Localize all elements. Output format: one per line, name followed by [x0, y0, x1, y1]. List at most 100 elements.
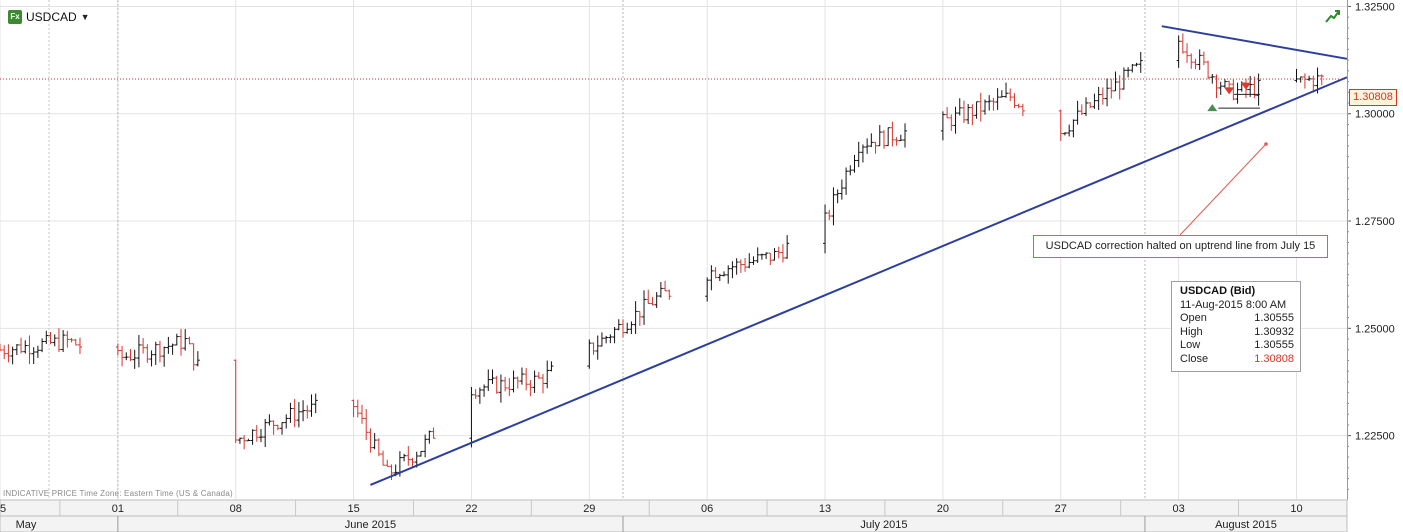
ohlc-bar: [642, 290, 647, 325]
ohlc-row-open: Open 1.30555: [1180, 312, 1294, 326]
ohlc-bar: [604, 335, 609, 344]
ohlc-bar: [759, 253, 764, 260]
ohlc-bar: [1256, 73, 1261, 106]
x-axis-day-band: [0, 499, 1348, 517]
ohlc-bar: [410, 457, 415, 468]
y-tick-label: 1.22500: [1355, 431, 1395, 443]
ohlc-bar: [1088, 102, 1093, 109]
ohlc-bar: [961, 100, 966, 124]
x-month-label: August 2015: [1215, 519, 1277, 531]
ohlc-bar: [839, 179, 844, 200]
ohlc-bar: [23, 340, 28, 354]
ohlc-bar: [423, 434, 428, 458]
ohlc-bar: [587, 339, 592, 369]
ohlc-bar: [772, 248, 777, 261]
ohlc-bar: [157, 340, 162, 363]
ohlc-bar: [1071, 119, 1076, 138]
ohlc-bar: [305, 405, 310, 419]
annotation-callout[interactable]: USDCAD correction halted on uptrend line…: [1033, 235, 1328, 258]
ohlc-bar: [1222, 79, 1227, 88]
ohlc-bar: [498, 374, 503, 403]
ohlc-bar: [280, 422, 285, 435]
ohlc-bar: [1319, 74, 1324, 86]
ohlc-bar: [1004, 82, 1009, 98]
ohlc-bar: [785, 235, 790, 259]
ohlc-bar: [0, 343, 2, 352]
ohlc-bar: [263, 419, 268, 448]
symbol-label[interactable]: USDCAD: [26, 10, 77, 24]
ohlc-bar: [856, 141, 861, 168]
ohlc-bar: [650, 296, 655, 306]
ohlc-bar: [1307, 75, 1312, 81]
ohlc-bar: [860, 144, 865, 163]
ohlc-bar: [1084, 97, 1089, 117]
ohlc-bar: [541, 373, 546, 394]
ohlc-bar: [625, 322, 630, 334]
ohlc-bar: [503, 377, 508, 392]
ohlc-bar: [734, 258, 739, 275]
ohlc-bar: [747, 253, 752, 269]
ohlc-bar: [61, 330, 66, 353]
ohlc-bar: [431, 427, 436, 439]
x-day-label: 25: [0, 503, 6, 515]
callout-pointer-dot: [1264, 142, 1268, 146]
trend-up-icon[interactable]: [1325, 9, 1341, 23]
ohlc-bar: [1302, 73, 1307, 89]
y-axis: 1.22500 1.25000 1.27500 1.30000 1.32500: [1347, 0, 1395, 500]
ohlc-bar: [974, 101, 979, 119]
ohlc-bar: [869, 133, 874, 148]
ohlc-bar: [667, 289, 672, 300]
ohlc-bar: [65, 330, 70, 348]
trendlines[interactable]: [370, 25, 1348, 486]
ohlc-bar: [1008, 88, 1013, 102]
ohlc-bar: [608, 334, 613, 344]
ohlc-bar: [6, 344, 11, 363]
ohlc-bar: [120, 345, 125, 367]
ohlc-bar: [1231, 79, 1236, 101]
ohlc-bar: [52, 334, 57, 347]
symbol-header[interactable]: Fx USDCAD ▼: [8, 8, 90, 26]
ohlc-bar: [848, 165, 853, 176]
x-day-label: 20: [937, 503, 949, 515]
ohlc-bar: [174, 333, 179, 346]
ohlc-bar: [1218, 81, 1223, 95]
ohlc-bar: [372, 433, 377, 450]
ohlc-bar: [271, 420, 276, 435]
ohlc-bar: [620, 319, 625, 338]
ohlc-bar: [633, 301, 638, 335]
ohlc-row-low: Low 1.30555: [1180, 339, 1294, 353]
ohlc-bar: [469, 386, 474, 448]
ohlc-bar: [149, 350, 154, 367]
ohlc-value: 1.30808: [1254, 352, 1294, 365]
ohlc-bar: [136, 335, 141, 368]
ohlc-bar: [515, 376, 520, 389]
ohlc-bar: [898, 134, 903, 142]
ohlc-bar: [953, 106, 958, 134]
ohlc-bar: [536, 372, 541, 379]
ohlc-bar: [780, 244, 785, 263]
ohlc-bar: [751, 256, 756, 265]
x-axis-month-band: [0, 515, 1348, 532]
ohlc-bar: [1248, 75, 1253, 97]
ohlc-bar: [865, 138, 870, 154]
ohlc-bar: [1067, 124, 1072, 137]
ohlc-bar: [389, 464, 394, 480]
ohlc-bar: [313, 393, 318, 414]
chevron-down-icon[interactable]: ▼: [80, 12, 90, 22]
footnote: INDICATIVE PRICE Time Zone: Eastern Time…: [3, 489, 233, 498]
ohlc-bar: [427, 430, 432, 444]
ohlc-bar: [1197, 49, 1202, 70]
ohlc-bar: [713, 267, 718, 279]
ohlc-bar: [823, 204, 828, 254]
ohlc-bar: [56, 328, 61, 353]
ohlc-bar: [1113, 71, 1118, 92]
x-day-label: 03: [1173, 503, 1185, 515]
callout-pointer: [1179, 143, 1267, 236]
ohlc-bar: [494, 375, 499, 394]
ohlc-bar: [1109, 78, 1114, 99]
ohlc-bar: [982, 99, 987, 115]
ohlc-bar: [709, 265, 714, 291]
ohlc-bar: [768, 252, 773, 265]
x-day-label: 29: [583, 503, 595, 515]
